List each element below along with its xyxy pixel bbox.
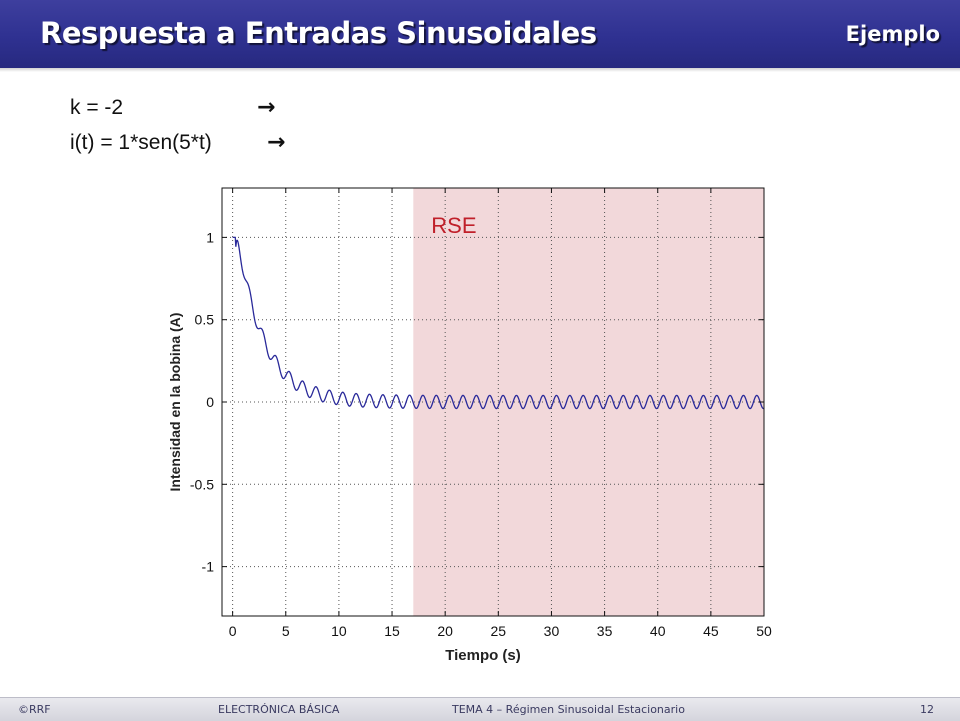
x-tick-label: 40 (650, 623, 666, 639)
footer-page-number: 12 (920, 703, 934, 716)
section-label: Ejemplo (845, 22, 940, 46)
x-tick-label: 30 (544, 623, 560, 639)
x-tick-label: 45 (703, 623, 719, 639)
x-tick-label: 35 (597, 623, 613, 639)
x-tick-label: 20 (437, 623, 453, 639)
y-axis-label: Intensidad en la bobina (A) (167, 313, 183, 492)
current-chart: 0 5 10 15 20 25 30 35 40 45 50 -1 -0.5 0 0.5 1 Tiempo (s… (167, 187, 772, 664)
footer-copyright: ©RRF (18, 703, 51, 716)
x-axis-label: Tiempo (s) (445, 647, 521, 664)
x-tick-label: 5 (282, 623, 290, 639)
equation-gain: k = -2 → (70, 95, 275, 120)
y-tick-label: -0.5 (190, 476, 214, 492)
slide-title: Respuesta a Entradas Sinusoidales (40, 16, 597, 50)
arrow-right-icon: → (257, 95, 276, 120)
y-tick-label: -1 (202, 559, 215, 575)
x-tick-label: 0 (229, 623, 237, 639)
x-tick-label: 10 (331, 623, 347, 639)
equation-input-text: i(t) = 1*sen(5*t) (70, 131, 212, 154)
y-tick-label: 0 (206, 394, 214, 410)
rse-label: RSE (431, 213, 476, 238)
footer-topic: TEMA 4 – Régimen Sinusoidal Estacionario (452, 703, 685, 716)
rse-region (413, 188, 764, 616)
equation-input: i(t) = 1*sen(5*t) → (70, 130, 285, 155)
series-line-current (232, 236, 765, 410)
y-tick-label: 0.5 (195, 312, 215, 328)
arrow-right-icon: → (267, 130, 286, 155)
slide-footer: ©RRF ELECTRÓNICA BÁSICA TEMA 4 – Régimen… (0, 697, 960, 721)
x-tick-label: 50 (756, 623, 772, 639)
x-tick-label: 15 (384, 623, 400, 639)
equation-gain-text: k = -2 (70, 96, 124, 119)
slide-header: Respuesta a Entradas Sinusoidales Ejempl… (0, 0, 960, 72)
footer-course: ELECTRÓNICA BÁSICA (218, 703, 340, 716)
x-tick-label: 25 (491, 623, 507, 639)
y-tick-label: 1 (206, 229, 214, 245)
